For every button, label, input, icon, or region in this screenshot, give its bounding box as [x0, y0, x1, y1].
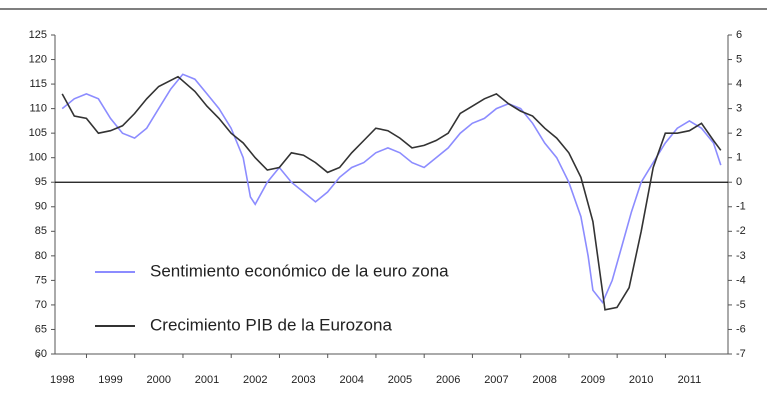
series-line: [61, 73, 722, 305]
x-tick-label: 2007: [484, 374, 508, 386]
y-tick-label: 90: [35, 201, 47, 213]
y2-tick-label: -1: [736, 201, 746, 213]
x-tick-label: 1998: [50, 374, 74, 386]
y2-tick-label: -3: [736, 250, 746, 262]
y-tick-label: 65: [35, 323, 47, 335]
y2-tick-label: -2: [736, 225, 746, 237]
x-tick-label: 2003: [291, 374, 315, 386]
y-tick-label: 60: [35, 348, 47, 360]
y-tick-label: 95: [35, 176, 47, 188]
y2-tick-label: 3: [736, 103, 742, 115]
y-tick-label: 125: [29, 29, 47, 41]
series-line: [61, 75, 722, 311]
x-tick-label: 1999: [98, 374, 122, 386]
y-tick-label: 115: [29, 78, 47, 90]
x-tick-label: 2001: [195, 374, 219, 386]
y-tick-label: 80: [35, 250, 47, 262]
x-tick-label: 2011: [678, 374, 702, 386]
legend-label: Sentimiento económico de la euro zona: [150, 261, 449, 280]
y2-tick-label: 5: [736, 53, 742, 65]
y-tick-label: 110: [29, 103, 47, 115]
y2-tick-label: -6: [736, 323, 746, 335]
y-tick-label: 85: [35, 225, 47, 237]
y-tick-label: 75: [35, 274, 47, 286]
y2-tick-label: 2: [736, 127, 742, 139]
y2-tick-label: -7: [736, 348, 746, 360]
x-tick-label: 2004: [339, 374, 363, 386]
y-tick-label: 105: [29, 127, 47, 139]
y2-tick-label: 1: [736, 152, 742, 164]
x-tick-label: 2005: [388, 374, 412, 386]
y2-tick-label: 4: [736, 78, 742, 90]
x-tick-label: 2009: [581, 374, 605, 386]
y2-tick-label: 0: [736, 176, 742, 188]
x-tick-label: 2006: [436, 374, 460, 386]
x-tick-label: 2002: [243, 374, 267, 386]
y2-tick-label: -4: [736, 274, 746, 286]
y2-tick-label: -5: [736, 299, 746, 311]
y2-tick-label: 6: [736, 29, 742, 41]
legend-label: Crecimiento PIB de la Eurozona: [150, 315, 392, 334]
x-tick-label: 2000: [146, 374, 170, 386]
y-tick-label: 70: [35, 299, 47, 311]
y-tick-label: 100: [29, 152, 47, 164]
y-tick-label: 120: [29, 53, 47, 65]
x-tick-label: 2010: [629, 374, 653, 386]
x-tick-label: 2008: [532, 374, 556, 386]
